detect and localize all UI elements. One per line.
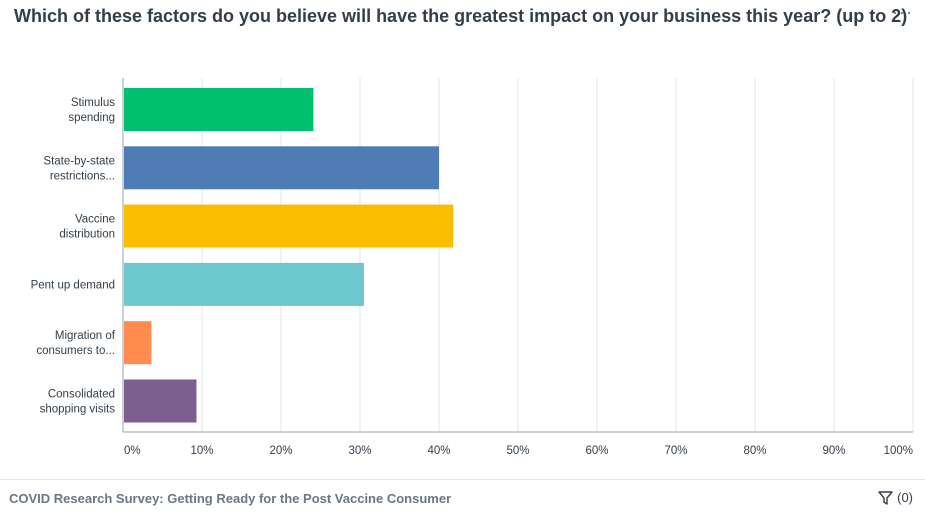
filter-icon (878, 490, 893, 505)
x-tick-label: 40% (427, 445, 450, 457)
category-label: Consolidated shopping visits (40, 389, 116, 416)
bar (124, 88, 314, 131)
x-tick-label: 30% (348, 445, 371, 457)
bar (124, 262, 364, 306)
category-label: Vaccine distribution (59, 214, 115, 241)
survey-name: COVID Research Survey: Getting Ready for… (9, 491, 452, 506)
x-tick-label: 20% (269, 445, 292, 457)
x-tick-label: 100% (884, 445, 913, 457)
category-label: Pent up demand (31, 279, 115, 291)
x-tick-label: 10% (190, 445, 213, 457)
bar (124, 204, 454, 248)
filter-button[interactable]: (0) (878, 490, 913, 505)
category-label: Stimulus spending (68, 97, 115, 124)
x-tick-label: 60% (585, 445, 608, 457)
chart-title: Which of these factors do you believe wi… (14, 6, 908, 26)
category-label: Migration of consumers to... (36, 330, 115, 357)
filter-count: (0) (897, 490, 913, 505)
footer-divider (0, 479, 925, 480)
bar-chart: Stimulus spending State-by-state restrictio… (31, 78, 914, 457)
x-tick-label: 50% (506, 445, 529, 457)
bar (124, 379, 197, 423)
bar (124, 146, 439, 190)
more-options-icon[interactable]: ··· (892, 2, 913, 22)
x-tick-label: 70% (664, 445, 687, 457)
category-label: State-by-state restrictions... (43, 155, 115, 182)
bar (124, 321, 152, 365)
x-tick-label: 90% (822, 445, 845, 457)
x-tick-label: 0% (124, 445, 141, 457)
x-tick-label: 80% (743, 445, 766, 457)
